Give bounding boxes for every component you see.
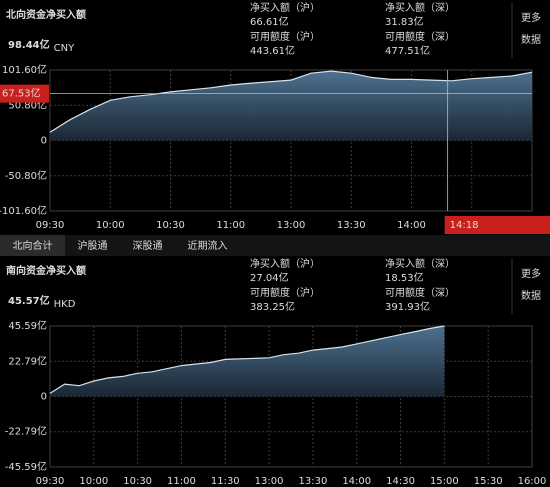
y-tick-label: 0 [41,392,47,403]
x-tick-label: 11:30 [211,476,240,487]
y-tick-label: 0 [41,136,47,147]
x-tick-label: 14:30 [386,476,415,487]
panel-title: 南向资金净买入额 [6,264,86,277]
y-tick-label: 22.79亿 [8,354,47,367]
y-tick-label: -50.80亿 [5,169,47,182]
stat-label: 可用额度（深） [385,286,455,299]
more-data[interactable]: 数据 [521,33,541,46]
stat-value: 27.04亿 [250,271,289,284]
stat-value: 66.61亿 [250,15,289,28]
stat-value: 31.83亿 [385,15,424,28]
crosshair-y-label: 67.53亿 [2,87,41,100]
stat-value: 391.93亿 [385,300,430,313]
crosshair-y-box [0,84,49,103]
stat-value: 18.53亿 [385,271,424,284]
more-data[interactable]: 数据 [521,289,541,302]
x-tick-label: 11:00 [167,476,196,487]
x-tick-label: 11:00 [216,220,245,231]
net-total: 98.44亿 [8,38,50,51]
tab[interactable]: 北向合计 [13,239,53,252]
more-data[interactable]: 更多 [521,267,541,280]
x-tick-label: 13:30 [298,476,327,487]
x-tick-label: 14:00 [397,220,426,231]
stat-value: 383.25亿 [250,300,295,313]
stat-value: 443.61亿 [250,44,295,57]
stat-label: 净买入额（深） [385,257,455,270]
line [49,70,533,133]
x-tick-label: 09:30 [36,220,65,231]
more-data[interactable]: 更多 [521,11,541,24]
panel-title: 北向资金净买入额 [6,8,86,21]
tab-bar [0,235,550,256]
stat-label: 净买入额（沪） [250,257,320,270]
area [50,71,532,141]
y-tick-label: -101.60亿 [0,204,47,217]
crosshair-x-box [444,216,550,234]
currency: CNY [54,43,75,54]
x-tick-label: 10:30 [156,220,185,231]
x-tick-label: 13:00 [277,220,306,231]
x-tick-label: 15:30 [474,476,503,487]
x-tick-label: 13:30 [337,220,366,231]
line [49,325,445,394]
x-tick-label: 10:00 [79,476,108,487]
tab[interactable]: 近期流入 [188,239,228,252]
crosshair-x-label: 14:18 [450,220,479,231]
x-tick-label: 13:00 [255,476,284,487]
y-tick-label: -45.59亿 [5,460,47,473]
area [50,326,445,397]
y-tick-label: 101.60亿 [2,63,47,76]
stat-label: 净买入额（沪） [250,1,320,14]
stat-label: 可用额度（沪） [250,30,320,43]
net-total: 45.57亿 [8,294,50,307]
tab-active-bg [0,235,65,256]
x-tick-label: 09:30 [36,476,65,487]
stat-value: 477.51亿 [385,44,430,57]
stat-label: 可用额度（深） [385,30,455,43]
stat-label: 可用额度（沪） [250,286,320,299]
x-tick-label: 15:00 [430,476,459,487]
x-tick-label: 10:00 [96,220,125,231]
x-tick-label: 10:30 [123,476,152,487]
tab[interactable]: 沪股通 [78,239,108,252]
stat-label: 净买入额（深） [385,1,455,14]
y-tick-label: -22.79亿 [5,425,47,438]
tab[interactable]: 深股通 [133,240,163,252]
x-tick-label: 16:00 [518,476,547,487]
y-tick-label: 45.59亿 [8,319,47,332]
x-tick-label: 14:00 [342,476,371,487]
currency: HKD [54,299,76,310]
